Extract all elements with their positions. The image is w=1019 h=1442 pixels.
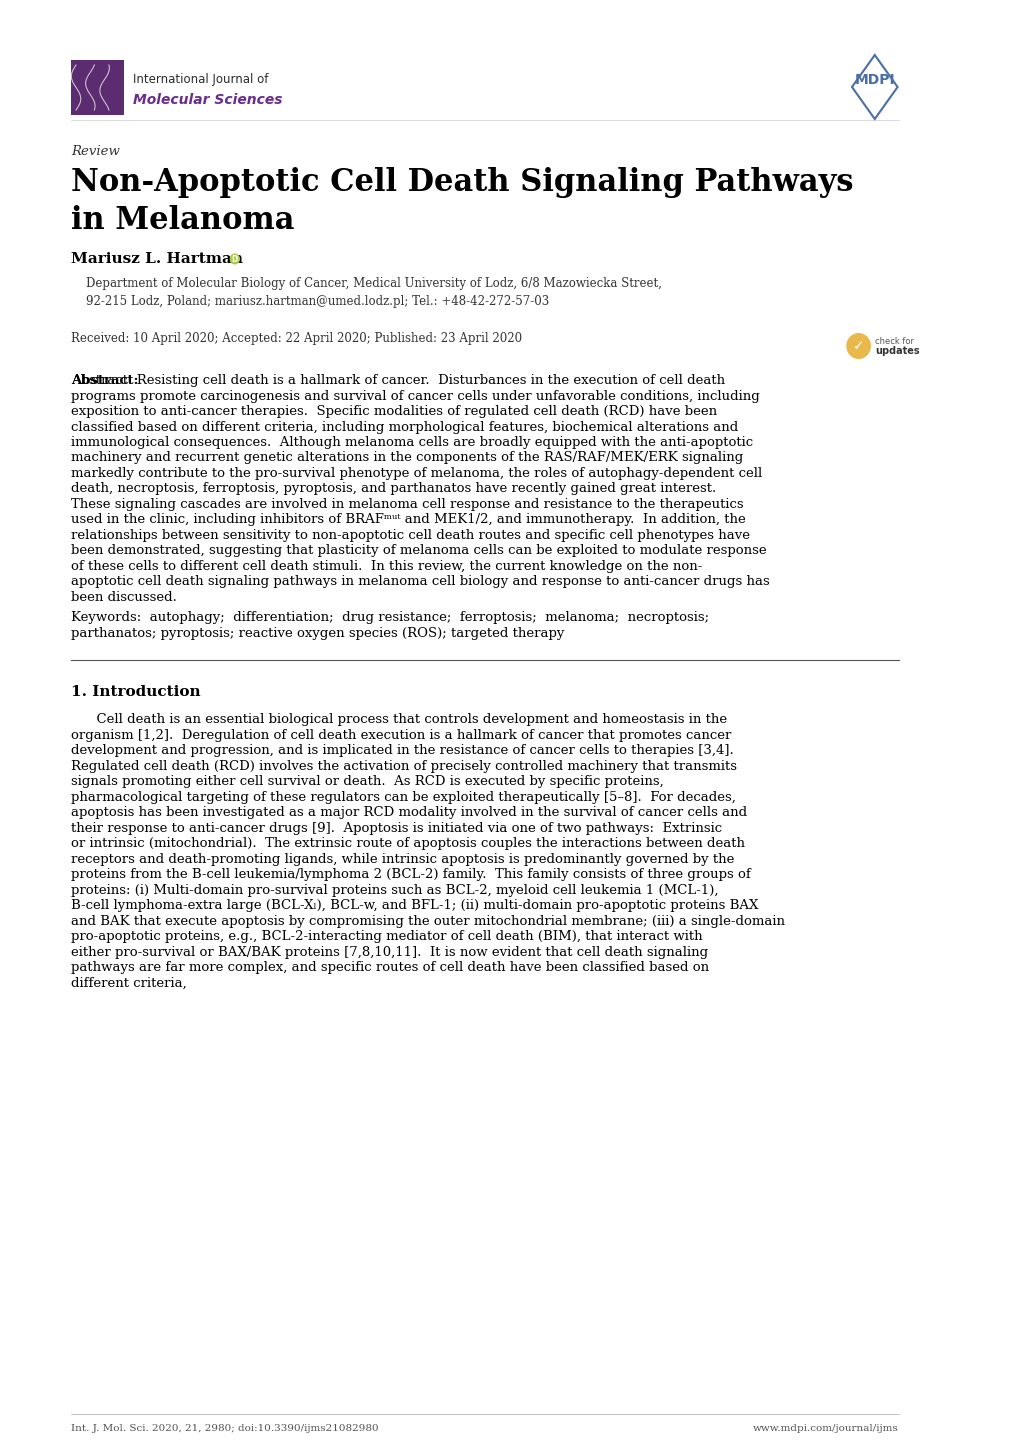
Text: Mariusz L. Hartman: Mariusz L. Hartman [71, 252, 244, 265]
Text: and BAK that execute apoptosis by compromising the outer mitochondrial membrane;: and BAK that execute apoptosis by compro… [71, 916, 785, 929]
Text: in Melanoma: in Melanoma [71, 205, 294, 236]
Text: or intrinsic (mitochondrial).  The extrinsic route of apoptosis couples the inte: or intrinsic (mitochondrial). The extrin… [71, 838, 745, 851]
Text: Non-Apoptotic Cell Death Signaling Pathways: Non-Apoptotic Cell Death Signaling Pathw… [71, 167, 853, 198]
Text: These signaling cascades are involved in melanoma cell response and resistance t: These signaling cascades are involved in… [71, 497, 743, 510]
Text: check for: check for [874, 336, 913, 346]
Text: 1. Introduction: 1. Introduction [71, 685, 201, 699]
Text: exposition to anti-cancer therapies.  Specific modalities of regulated cell deat: exposition to anti-cancer therapies. Spe… [71, 405, 716, 418]
Text: signals promoting either cell survival or death.  As RCD is executed by specific: signals promoting either cell survival o… [71, 776, 663, 789]
Text: development and progression, and is implicated in the resistance of cancer cells: development and progression, and is impl… [71, 744, 734, 757]
Text: apoptotic cell death signaling pathways in melanoma cell biology and response to: apoptotic cell death signaling pathways … [71, 575, 769, 588]
Text: their response to anti-cancer drugs [9].  Apoptosis is initiated via one of two : their response to anti-cancer drugs [9].… [71, 822, 721, 835]
Circle shape [846, 333, 870, 359]
Text: immunological consequences.  Although melanoma cells are broadly equipped with t: immunological consequences. Although mel… [71, 435, 753, 448]
Text: classified based on different criteria, including morphological features, bioche: classified based on different criteria, … [71, 421, 738, 434]
Text: Review: Review [71, 146, 120, 159]
Text: MDPI: MDPI [854, 74, 895, 87]
Text: ✓: ✓ [852, 339, 863, 353]
Text: receptors and death-promoting ligands, while intrinsic apoptosis is predominantl: receptors and death-promoting ligands, w… [71, 854, 734, 867]
Text: been demonstrated, suggesting that plasticity of melanoma cells can be exploited: been demonstrated, suggesting that plast… [71, 545, 766, 558]
Text: Cell death is an essential biological process that controls development and home: Cell death is an essential biological pr… [71, 714, 727, 727]
Circle shape [229, 254, 239, 264]
Text: parthanatos; pyroptosis; reactive oxygen species (ROS); targeted therapy: parthanatos; pyroptosis; reactive oxygen… [71, 627, 565, 640]
Text: either pro-survival or BAX/BAK proteins [7,8,10,11].  It is now evident that cel: either pro-survival or BAX/BAK proteins … [71, 946, 708, 959]
Text: updates: updates [874, 346, 918, 356]
Text: Department of Molecular Biology of Cancer, Medical University of Lodz, 6/8 Mazow: Department of Molecular Biology of Cance… [86, 277, 660, 290]
Text: www.mdpi.com/journal/ijms: www.mdpi.com/journal/ijms [752, 1425, 898, 1433]
Text: proteins: (i) Multi-domain pro-survival proteins such as BCL-2, myeloid cell leu: proteins: (i) Multi-domain pro-survival … [71, 884, 718, 897]
Text: Regulated cell death (RCD) involves the activation of precisely controlled machi: Regulated cell death (RCD) involves the … [71, 760, 737, 773]
Text: International Journal of: International Journal of [133, 74, 268, 87]
Text: 92-215 Lodz, Poland; mariusz.hartman@umed.lodz.pl; Tel.: +48-42-272-57-03: 92-215 Lodz, Poland; mariusz.hartman@ume… [86, 296, 548, 309]
Text: proteins from the B-cell leukemia/lymphoma 2 (BCL-2) family.  This family consis: proteins from the B-cell leukemia/lympho… [71, 868, 750, 881]
Text: different criteria,: different criteria, [71, 978, 186, 991]
Text: Int. J. Mol. Sci. 2020, 21, 2980; doi:10.3390/ijms21082980: Int. J. Mol. Sci. 2020, 21, 2980; doi:10… [71, 1425, 379, 1433]
Text: of these cells to different cell death stimuli.  In this review, the current kno: of these cells to different cell death s… [71, 559, 702, 572]
Text: B-cell lymphoma-extra large (BCL-Xₗ), BCL-w, and BFL-1; (ii) multi-domain pro-ap: B-cell lymphoma-extra large (BCL-Xₗ), BC… [71, 900, 758, 913]
Text: programs promote carcinogenesis and survival of cancer cells under unfavorable c: programs promote carcinogenesis and surv… [71, 389, 759, 402]
Text: apoptosis has been investigated as a major RCD modality involved in the survival: apoptosis has been investigated as a maj… [71, 806, 747, 819]
Text: organism [1,2].  Deregulation of cell death execution is a hallmark of cancer th: organism [1,2]. Deregulation of cell dea… [71, 730, 731, 743]
Text: markedly contribute to the pro-survival phenotype of melanoma, the roles of auto: markedly contribute to the pro-survival … [71, 467, 762, 480]
Text: Keywords:  autophagy;  differentiation;  drug resistance;  ferroptosis;  melanom: Keywords: autophagy; differentiation; dr… [71, 611, 709, 624]
Text: D: D [231, 254, 237, 264]
Text: Abstract:: Abstract: [71, 373, 139, 386]
Text: pharmacological targeting of these regulators can be exploited therapeutically [: pharmacological targeting of these regul… [71, 792, 736, 805]
Text: Molecular Sciences: Molecular Sciences [133, 92, 282, 107]
Bar [71, 61, 123, 115]
Text: used in the clinic, including inhibitors of BRAFᵐᵘᵗ and MEK1/2, and immunotherap: used in the clinic, including inhibitors… [71, 513, 745, 526]
Text: been discussed.: been discussed. [71, 591, 177, 604]
Text: pathways are far more complex, and specific routes of cell death have been class: pathways are far more complex, and speci… [71, 962, 709, 975]
Text: Abstract: Resisting cell death is a hallmark of cancer.  Disturbances in the exe: Abstract: Resisting cell death is a hall… [71, 373, 725, 386]
Text: death, necroptosis, ferroptosis, pyroptosis, and parthanatos have recently gaine: death, necroptosis, ferroptosis, pyropto… [71, 483, 716, 496]
Text: machinery and recurrent genetic alterations in the components of the RAS/RAF/MEK: machinery and recurrent genetic alterati… [71, 451, 743, 464]
Text: Received: 10 April 2020; Accepted: 22 April 2020; Published: 23 April 2020: Received: 10 April 2020; Accepted: 22 Ap… [71, 332, 522, 345]
Text: pro-apoptotic proteins, e.g., BCL-2-interacting mediator of cell death (BIM), th: pro-apoptotic proteins, e.g., BCL-2-inte… [71, 930, 702, 943]
Text: relationships between sensitivity to non-apoptotic cell death routes and specifi: relationships between sensitivity to non… [71, 529, 750, 542]
